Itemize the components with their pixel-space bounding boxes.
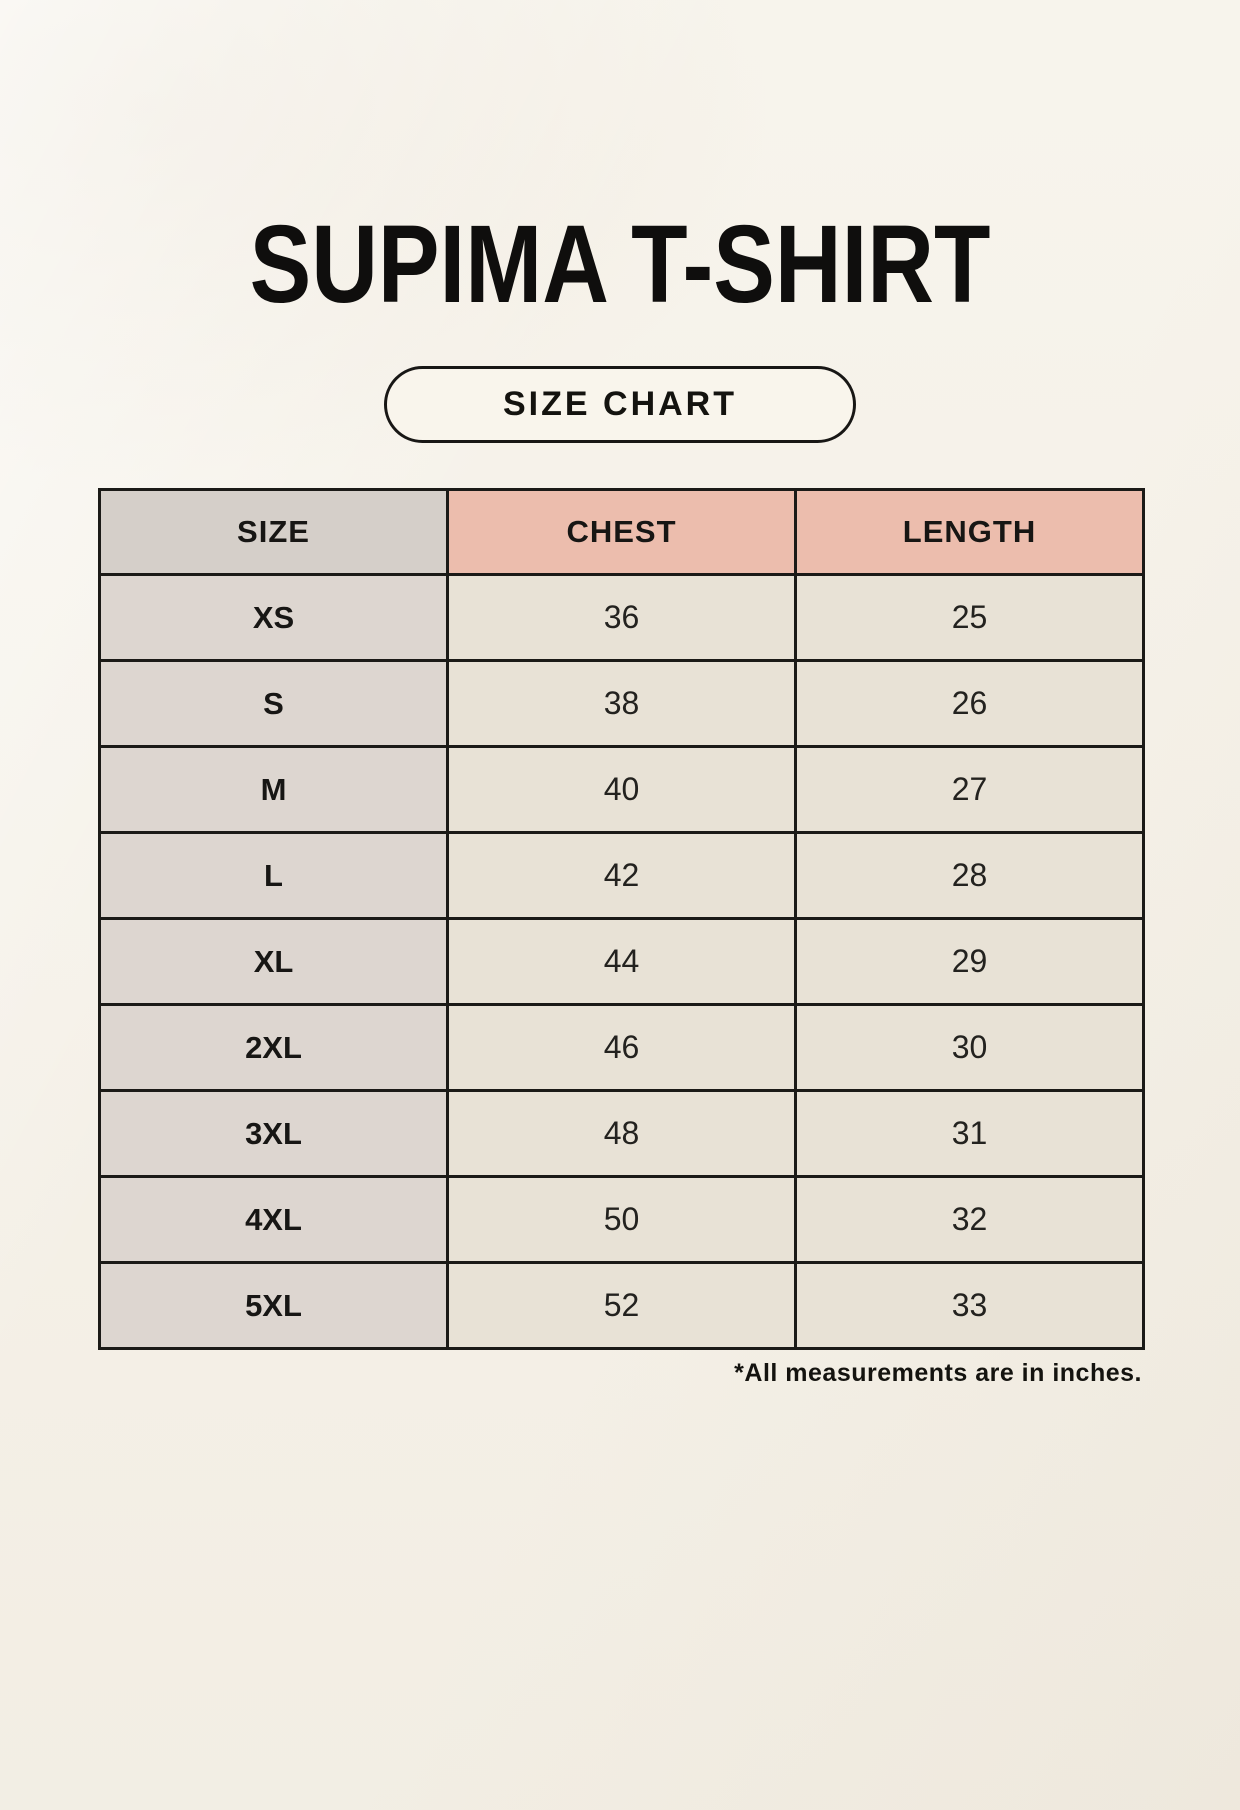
size-label-cell: XS — [98, 573, 449, 662]
chest-value-cell: 50 — [446, 1175, 797, 1264]
chest-value-cell: 44 — [446, 917, 797, 1006]
chest-value-cell: 42 — [446, 831, 797, 920]
size-label-cell: XL — [98, 917, 449, 1006]
page-title-text: SUPIMA T-SHIRT — [249, 203, 991, 326]
size-chart-button[interactable]: SIZE CHART — [384, 366, 856, 443]
chest-value-cell: 40 — [446, 745, 797, 834]
size-label-cell: M — [98, 745, 449, 834]
table-row-l: L 42 28 — [98, 831, 1145, 920]
table-row-3xl: 3XL 48 31 — [98, 1089, 1145, 1178]
table-row-xs: XS 36 25 — [98, 573, 1145, 662]
chest-value-cell: 48 — [446, 1089, 797, 1178]
table-row-5xl: 5XL 52 33 — [98, 1261, 1145, 1350]
size-label-cell: 4XL — [98, 1175, 449, 1264]
size-label-cell: 3XL — [98, 1089, 449, 1178]
page-title: SUPIMA T-SHIRT — [0, 210, 1240, 320]
size-label-cell: 5XL — [98, 1261, 449, 1350]
chest-value-cell: 46 — [446, 1003, 797, 1092]
length-value-cell: 25 — [794, 573, 1145, 662]
length-value-cell: 30 — [794, 1003, 1145, 1092]
length-value-cell: 33 — [794, 1261, 1145, 1350]
table-row-xl: XL 44 29 — [98, 917, 1145, 1006]
size-label-cell: S — [98, 659, 449, 748]
table-header-row: SIZE CHEST LENGTH — [98, 488, 1145, 576]
length-value-cell: 26 — [794, 659, 1145, 748]
table-row-s: S 38 26 — [98, 659, 1145, 748]
size-chart-button-container: SIZE CHART — [0, 366, 1240, 443]
header-cell-length: LENGTH — [794, 488, 1145, 576]
length-value-cell: 28 — [794, 831, 1145, 920]
length-value-cell: 27 — [794, 745, 1145, 834]
chest-value-cell: 36 — [446, 573, 797, 662]
size-label-cell: 2XL — [98, 1003, 449, 1092]
size-table: SIZE CHEST LENGTH XS 36 25 S 38 26 M 40 … — [98, 488, 1145, 1350]
chest-value-cell: 52 — [446, 1261, 797, 1350]
length-value-cell: 31 — [794, 1089, 1145, 1178]
measurements-footnote: *All measurements are in inches. — [734, 1359, 1142, 1387]
table-row-4xl: 4XL 50 32 — [98, 1175, 1145, 1264]
header-cell-size: SIZE — [98, 488, 449, 576]
header-cell-chest: CHEST — [446, 488, 797, 576]
table-row-2xl: 2XL 46 30 — [98, 1003, 1145, 1092]
length-value-cell: 32 — [794, 1175, 1145, 1264]
size-label-cell: L — [98, 831, 449, 920]
chest-value-cell: 38 — [446, 659, 797, 748]
table-row-m: M 40 27 — [98, 745, 1145, 834]
size-chart-section: SIZE CHEST LENGTH XS 36 25 S 38 26 M 40 … — [98, 488, 1145, 1388]
length-value-cell: 29 — [794, 917, 1145, 1006]
